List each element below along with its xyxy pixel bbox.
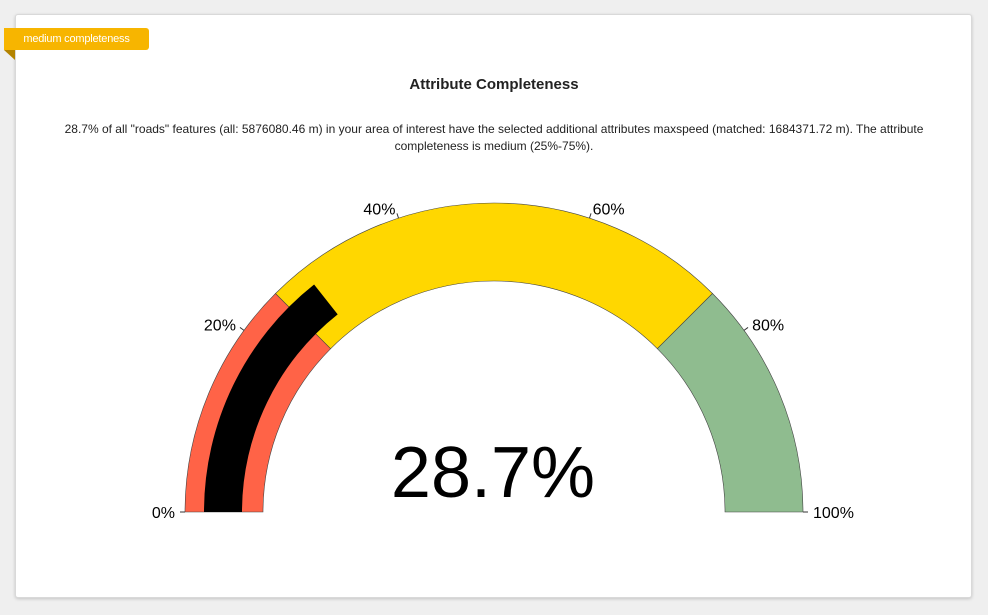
indicator-card bbox=[15, 14, 972, 598]
gauge-tick-label-5: 100% bbox=[813, 505, 854, 522]
gauge-tick-1 bbox=[239, 327, 245, 331]
badge-fold bbox=[4, 50, 15, 60]
gauge-tick-4 bbox=[743, 327, 749, 331]
gauge-value-bar bbox=[204, 284, 338, 512]
indicator-title: Attribute Completeness bbox=[409, 76, 579, 93]
completeness-badge: medium completeness bbox=[4, 28, 149, 50]
indicator-description: 28.7% of all "roads" features (all: 5876… bbox=[64, 122, 924, 153]
gauge-tick-label-2: 40% bbox=[363, 202, 395, 219]
gauge-band-1 bbox=[275, 202, 713, 350]
gauge-tick-3 bbox=[589, 213, 592, 219]
gauge-tick-2 bbox=[396, 213, 399, 219]
gauge-tick-label-0: 0% bbox=[152, 505, 175, 522]
gauge-tick-label-1: 20% bbox=[204, 317, 236, 334]
gauge-value-label: 28.7% bbox=[391, 433, 595, 513]
gauge-tick-label-3: 60% bbox=[593, 202, 625, 219]
gauge-tick-label-4: 80% bbox=[752, 317, 784, 334]
